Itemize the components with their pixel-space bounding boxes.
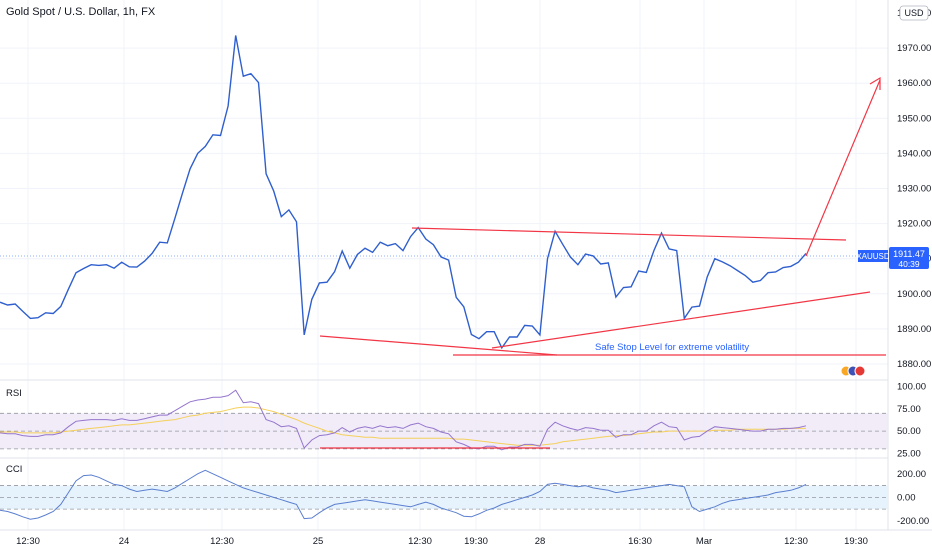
- price-tick-label: 1890.00: [897, 324, 931, 335]
- cci-tick-label: 200.00: [897, 469, 926, 480]
- chart-title: Gold Spot / U.S. Dollar, 1h, FX: [6, 6, 156, 18]
- rsi-tick-label: 25.00: [897, 448, 921, 459]
- time-tick-label: 12:30: [16, 536, 40, 547]
- price-tick-label: 1960.00: [897, 78, 931, 89]
- price-tick-label: 1900.00: [897, 289, 931, 300]
- currency-button[interactable]: USD: [899, 5, 929, 21]
- price-tick-label: 1920.00: [897, 219, 931, 230]
- cci-tick-label: -200.00: [897, 516, 929, 527]
- price-tick-label: 1880.00: [897, 359, 931, 370]
- time-axis[interactable]: 12:30 24 12:30 25 12:30 19:30 28 16:30 Mar 12:30 1…: [16, 536, 868, 547]
- time-tick-label: 12:30: [210, 536, 234, 547]
- projection-arrow-head: [869, 76, 881, 90]
- time-tick-label: 28: [535, 536, 546, 547]
- projection-arrow-line: [805, 79, 881, 257]
- price-tick-label: 1970.00: [897, 43, 931, 54]
- rsi-tick-label: 50.00: [897, 426, 921, 437]
- trend-drawings: [319, 76, 886, 356]
- support-trendline: [491, 291, 871, 349]
- lower-wedge-trendline: [319, 335, 558, 356]
- last-price-badge-bg: [889, 247, 929, 269]
- rsi-guides: [0, 412, 888, 450]
- cci-tick-label: 0.00: [897, 492, 916, 503]
- currency-label[interactable]: USD: [904, 8, 924, 18]
- time-tick-label: 19:30: [844, 536, 868, 547]
- price-series-line: [0, 35, 807, 350]
- rsi-pane-title: RSI: [6, 388, 22, 399]
- rsi-ma-line: [0, 406, 806, 446]
- time-tick-label: 12:30: [784, 536, 808, 547]
- grid-lines: [0, 0, 888, 530]
- events-flag-icon[interactable]: [840, 365, 866, 377]
- cci-pane-title: CCI: [6, 464, 22, 475]
- price-tick-label: 1940.00: [897, 148, 931, 159]
- resistance-trendline: [411, 227, 847, 241]
- symbol-badge: XAUUSD: [856, 252, 890, 261]
- time-tick-label: 19:30: [464, 536, 488, 547]
- price-tick-label: 1950.00: [897, 113, 931, 124]
- rsi-tick-label: 100.00: [897, 382, 926, 393]
- time-tick-label: 25: [313, 536, 324, 547]
- rsi-line: [0, 389, 807, 451]
- cci-line: [0, 469, 807, 520]
- stop-level-annotation: Safe Stop Level for extreme volatility: [595, 342, 749, 353]
- rsi-tick-label: 75.00: [897, 404, 921, 415]
- symbol-badge-bg: [858, 250, 888, 262]
- bar-countdown: 40:39: [898, 259, 920, 269]
- time-tick-label: Mar: [696, 536, 712, 547]
- time-tick-label: 24: [119, 536, 130, 547]
- last-price-value: 1911.47: [893, 249, 925, 259]
- price-badge: XAUUSD 1911.47 40:39: [856, 247, 929, 269]
- time-tick-label: 12:30: [408, 536, 432, 547]
- time-tick-label: 16:30: [628, 536, 652, 547]
- price-tick-label: 1930.00: [897, 184, 931, 195]
